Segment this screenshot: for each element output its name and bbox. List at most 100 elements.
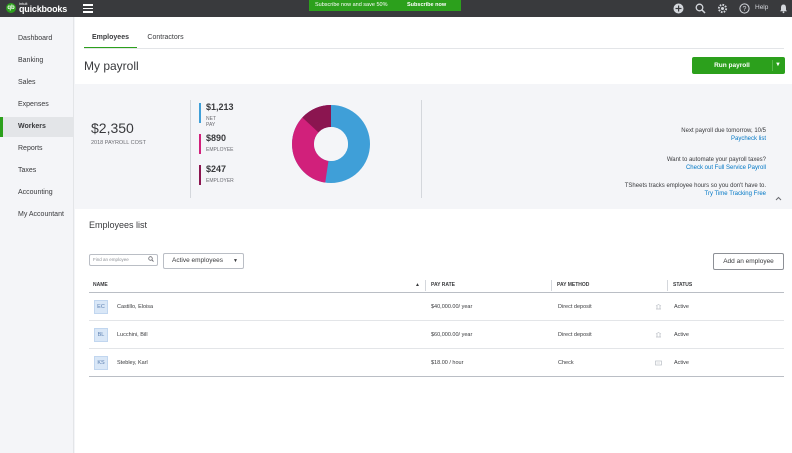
automate-taxes-text: Want to automate your payroll taxes? (666, 157, 766, 163)
avatar: EC (94, 300, 108, 314)
column-separator (667, 280, 668, 291)
employee-status-filter[interactable]: Active employees ▼ (163, 253, 244, 269)
search-placeholder: Find an employee (93, 257, 129, 262)
net-pay-color-bar (199, 103, 201, 123)
sidebar-item-sales[interactable]: Sales (18, 79, 36, 86)
promo-banner: Subscribe now and save 50% Subscribe now (309, 0, 461, 11)
gear-icon[interactable] (717, 3, 728, 14)
table-row[interactable]: EC Castillo, Eloisa $40,000.00/ year Dir… (89, 294, 784, 321)
column-separator (551, 280, 552, 291)
payroll-donut-chart (292, 105, 370, 183)
intuit-label: intuit (19, 1, 28, 6)
tab-divider (84, 48, 784, 49)
svg-text:?: ? (743, 6, 747, 13)
pay-rate: $40,000.00/ year (431, 304, 473, 310)
donut-segment-employer (292, 105, 370, 183)
pay-method: Direct deposit (558, 332, 592, 338)
subscribe-button[interactable]: Subscribe now (407, 2, 447, 8)
status-badge: Active (674, 304, 689, 310)
column-header-pay-rate[interactable]: PAY RATE (431, 282, 455, 288)
direct-deposit-icon (655, 304, 662, 313)
column-header-name[interactable]: NAME (93, 282, 108, 288)
page-title: My payroll (84, 59, 139, 73)
tab-employees[interactable]: Employees (84, 29, 137, 49)
filter-value: Active employees (172, 257, 223, 264)
payroll-summary: $2,350 2018 PAYROLL COST $1,213 NET PAY … (75, 84, 792, 209)
status-badge: Active (674, 360, 689, 366)
check-icon (655, 360, 662, 369)
divider (421, 100, 422, 198)
search-icon[interactable] (695, 3, 706, 14)
pay-method: Check (558, 360, 574, 366)
sort-ascending-icon[interactable]: ▲ (415, 282, 420, 288)
next-payroll-info: Next payroll due tomorrow, 10/5 Paycheck… (681, 128, 766, 142)
avatar: BL (94, 328, 108, 342)
net-pay-label: NET PAY (206, 116, 216, 128)
employer-color-bar (199, 165, 201, 185)
caret-down-icon[interactable]: ▼ (233, 258, 238, 264)
sidebar-item-accounting[interactable]: Accounting (18, 189, 53, 196)
search-icon[interactable] (148, 255, 154, 266)
employees-list-title: Employees list (89, 220, 148, 230)
tab-contractors[interactable]: Contractors (147, 34, 184, 41)
run-payroll-button[interactable]: Run payroll ▼ (692, 57, 785, 74)
sidebar-item-reports[interactable]: Reports (18, 145, 43, 152)
time-tracking-link[interactable]: Try Time Tracking Free (704, 191, 766, 197)
net-pay-amount: $1,213 (206, 102, 234, 112)
add-employee-button[interactable]: Add an employee (713, 253, 784, 270)
chevron-up-icon[interactable] (775, 196, 782, 203)
sidebar-item-banking[interactable]: Banking (18, 57, 44, 64)
main-content: Employees Contractors My payroll Run pay… (75, 17, 792, 453)
menu-icon[interactable] (83, 4, 93, 13)
help-icon[interactable]: ? (739, 3, 750, 14)
next-payroll-text: Next payroll due tomorrow, 10/5 (681, 128, 766, 134)
employee-name[interactable]: Castillo, Eloisa (117, 304, 154, 310)
search-input[interactable]: Find an employee (89, 254, 158, 266)
employee-label: EMPLOYEE (206, 147, 234, 153)
paycheck-list-link[interactable]: Paycheck list (730, 136, 766, 142)
employee-name[interactable]: Stebley, Karl (117, 360, 148, 366)
pay-method: Direct deposit (558, 304, 592, 310)
employer-label: EMPLOYER (206, 178, 234, 184)
divider (190, 100, 191, 198)
button-divider (772, 60, 773, 71)
quickbooks-label: quickbooks (19, 4, 68, 14)
quickbooks-logo-mark: qb (6, 3, 16, 13)
pay-rate: $60,000.00/ year (431, 332, 473, 338)
sidebar-item-taxes[interactable]: Taxes (18, 167, 37, 174)
table-row[interactable]: BL Lucchini, Bill $60,000.00/ year Direc… (89, 322, 784, 349)
quickbooks-logo[interactable]: qb intuit quickbooks (6, 1, 76, 15)
run-payroll-label[interactable]: Run payroll (714, 62, 750, 69)
column-header-pay-method[interactable]: PAY METHOD (557, 282, 590, 288)
help-label[interactable]: Help (755, 4, 769, 11)
top-bar: qb intuit quickbooks Subscribe now and s… (0, 0, 792, 17)
column-header-status[interactable]: STATUS (673, 282, 693, 288)
tsheets-text: TSheets tracks employee hours so you don… (624, 183, 766, 189)
total-payroll-cost: $2,350 (91, 120, 134, 136)
direct-deposit-icon (655, 332, 662, 341)
status-badge: Active (674, 332, 689, 338)
promo-text: Subscribe now and save 50% (315, 2, 388, 8)
avatar: KS (94, 356, 108, 370)
employee-color-bar (199, 134, 201, 154)
sidebar-item-expenses[interactable]: Expenses (18, 101, 49, 108)
bell-icon[interactable] (778, 3, 789, 14)
table-header: NAME ▲ PAY RATE PAY METHOD STATUS (89, 278, 784, 293)
sidebar-item-dashboard[interactable]: Dashboard (18, 35, 53, 42)
sidebar-item-workers[interactable]: Workers (0, 117, 74, 137)
column-separator (425, 280, 426, 291)
employer-amount: $247 (206, 164, 227, 174)
caret-down-icon[interactable]: ▼ (775, 62, 781, 68)
plus-icon[interactable] (673, 3, 684, 14)
full-service-payroll-link[interactable]: Check out Full Service Payroll (685, 165, 766, 171)
pay-rate: $18.00 / hour (431, 360, 464, 366)
sidebar-item-my-accountant[interactable]: My Accountant (18, 211, 64, 218)
automate-taxes-info: Want to automate your payroll taxes? Che… (667, 157, 766, 171)
employee-name[interactable]: Lucchini, Bill (117, 332, 148, 338)
table-row[interactable]: KS Stebley, Karl $18.00 / hour Check Act… (89, 350, 784, 377)
total-payroll-label: 2018 PAYROLL COST (91, 140, 146, 146)
tsheets-info: TSheets tracks employee hours so you don… (625, 183, 766, 197)
donut-hole (314, 127, 348, 161)
employee-amount: $890 (206, 133, 227, 143)
sidebar: Dashboard Banking Sales Expenses Workers… (0, 17, 74, 453)
